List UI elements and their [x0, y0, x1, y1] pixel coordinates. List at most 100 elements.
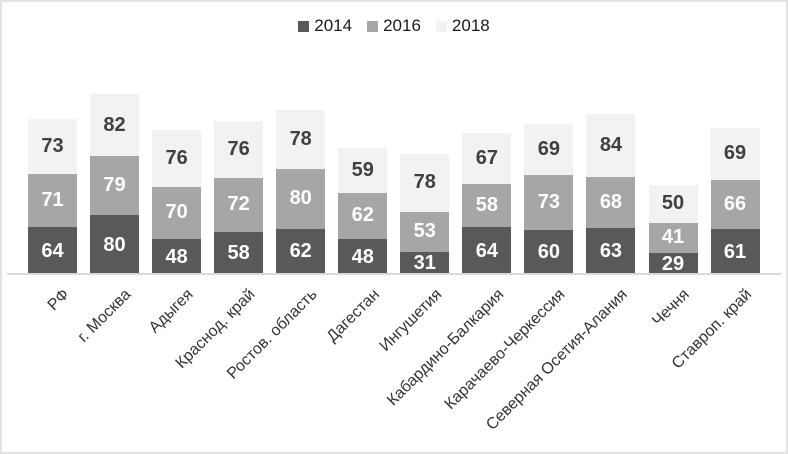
chart-legend: 2014 2016 2018 — [2, 16, 786, 36]
data-label: 80 — [103, 233, 126, 256]
bar-segment-2018: 76 — [214, 120, 264, 178]
data-label: 80 — [289, 187, 312, 209]
bar-чечня: 29 41 50 — [648, 185, 698, 275]
data-label: 70 — [165, 201, 188, 224]
bar-segment-2016: 79 — [90, 155, 140, 215]
bar-дагестан: 48 62 59 — [338, 148, 388, 275]
x-tick-label-рф: РФ — [44, 286, 73, 315]
bar-segment-2014: 64 — [28, 227, 77, 275]
bar-segment-2014: 60 — [524, 230, 574, 275]
bar-segment-2014: 29 — [648, 252, 698, 275]
data-label: 63 — [599, 239, 623, 262]
bar-г-москва: 80 79 82 — [90, 94, 140, 275]
data-label: 58 — [227, 241, 250, 264]
data-label: 72 — [227, 193, 250, 215]
legend-item-2018: 2018 — [435, 16, 490, 36]
bar-segment-2014: 48 — [152, 239, 202, 275]
data-label: 68 — [599, 190, 623, 213]
bar-segment-2018: 69 — [710, 128, 760, 180]
data-label: 59 — [351, 158, 374, 181]
bar-segment-2018: 84 — [586, 113, 636, 177]
bar-segment-2018: 76 — [152, 129, 202, 187]
bar-северная-осетия-алания: 63 68 84 — [586, 113, 636, 275]
bar-segment-2014: 62 — [276, 228, 326, 275]
bar-ростов-область: 62 80 78 — [276, 110, 326, 275]
data-label: 73 — [537, 191, 561, 214]
data-label: 58 — [475, 193, 498, 216]
legend-label: 2018 — [451, 16, 490, 35]
bar-segment-2018: 82 — [90, 94, 140, 156]
data-label: 64 — [475, 239, 498, 262]
bar-segment-2016: 68 — [586, 176, 636, 228]
data-label: 67 — [475, 146, 498, 169]
x-tick-label-дагестан: Дагестан — [323, 286, 383, 346]
bar-segment-2014: 61 — [710, 229, 760, 275]
data-label: 66 — [723, 193, 747, 215]
data-label: 64 — [41, 239, 64, 262]
data-label: 79 — [103, 173, 126, 196]
legend-item-2016: 2016 — [367, 16, 421, 36]
bar-segment-2016: 41 — [648, 222, 698, 254]
bar-segment-2014: 80 — [90, 215, 140, 275]
x-tick-label-кабардино-балкария: Кабардино-Балкария — [383, 286, 507, 410]
data-label: 50 — [661, 192, 685, 215]
data-label: 48 — [351, 245, 374, 268]
x-tick-label-карачаево-черкессия: Карачаево-Черкессия — [442, 286, 569, 413]
bar-segment-2018: 59 — [338, 148, 388, 193]
data-label: 29 — [661, 252, 685, 275]
bar-segment-2018: 69 — [524, 123, 574, 176]
bar-адыгея: 48 70 76 — [152, 129, 202, 275]
data-label: 78 — [413, 171, 436, 194]
data-label: 69 — [537, 137, 561, 160]
bar-segment-2014: 64 — [462, 227, 512, 275]
data-label: 62 — [289, 240, 312, 263]
bar-segment-2016: 71 — [28, 173, 77, 227]
x-axis-line — [7, 273, 781, 275]
x-tick-label-адыгея: Адыгея — [146, 286, 197, 337]
bar-segment-2016: 72 — [214, 177, 264, 232]
bar-segment-2016: 62 — [338, 192, 388, 239]
legend-label: 2014 — [314, 16, 353, 35]
x-tick-label-г-москва: г. Москва — [74, 286, 135, 346]
data-label: 69 — [723, 142, 747, 165]
bar-segment-2014: 63 — [586, 227, 636, 275]
data-label: 84 — [599, 133, 623, 156]
data-label: 76 — [227, 137, 250, 160]
data-label: 76 — [165, 146, 188, 169]
legend-swatch-2014 — [298, 20, 310, 32]
bar-segment-2016: 73 — [524, 175, 574, 230]
bar-segment-2018: 50 — [648, 185, 698, 223]
data-label: 62 — [351, 204, 374, 227]
bar-segment-2016: 80 — [276, 168, 326, 229]
bar-segment-2014: 58 — [214, 231, 264, 275]
x-tick-label-чечня: Чечня — [649, 286, 694, 330]
bar-ингушетия: 31 53 78 — [400, 153, 450, 275]
data-label: 48 — [165, 245, 188, 268]
bar-краснод-край: 58 72 76 — [214, 120, 264, 275]
data-label: 82 — [103, 113, 126, 136]
data-label: 31 — [413, 251, 436, 274]
data-label: 53 — [413, 220, 436, 243]
data-label: 41 — [661, 226, 685, 249]
legend-swatch-2016 — [367, 20, 379, 32]
bar-segment-2016: 70 — [152, 186, 202, 239]
bar-segment-2018: 78 — [400, 153, 450, 212]
bar-segment-2016: 58 — [462, 183, 512, 227]
bar-segment-2016: 53 — [400, 212, 450, 252]
bar-кабардино-балкария: 64 58 67 — [462, 133, 512, 275]
legend-label: 2016 — [383, 16, 421, 35]
bar-segment-2018: 73 — [28, 119, 77, 174]
data-label: 78 — [289, 127, 312, 150]
bar-segment-2014: 48 — [338, 239, 388, 275]
bar-segment-2014: 31 — [400, 251, 450, 275]
legend-item-2014: 2014 — [298, 16, 352, 36]
bar-ставроп-край: 61 66 69 — [710, 128, 760, 275]
legend-swatch-2018 — [435, 20, 447, 32]
bar-рф: 64 71 73 — [28, 119, 77, 275]
data-label: 60 — [537, 241, 561, 263]
bar-segment-2018: 78 — [276, 110, 326, 169]
data-label: 61 — [723, 240, 747, 263]
data-label: 71 — [41, 188, 64, 211]
